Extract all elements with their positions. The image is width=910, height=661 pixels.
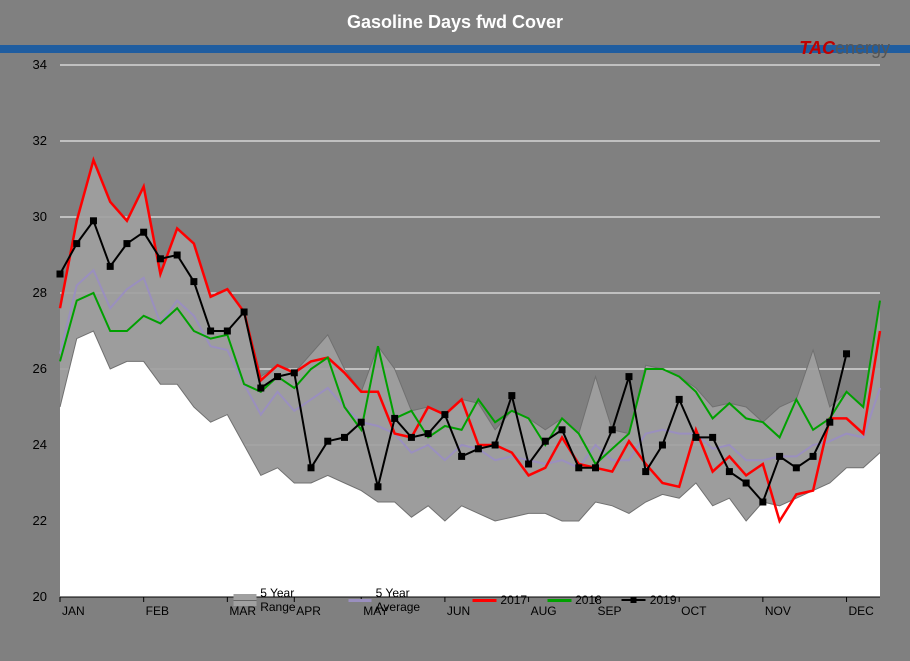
legend-label: 5 Year Average [376,586,453,614]
logo-energy: energy [835,38,890,58]
svg-text:DEC: DEC [849,604,875,618]
legend-label: 2018 [575,593,602,607]
chart-container: Gasoline Days fwd Cover TACenergy 20 22 24… [0,0,910,661]
logo: TACenergy [799,38,890,59]
svg-text:32: 32 [33,133,47,148]
legend-item-avg: 5 Year Average [349,586,452,614]
legend-label: 2017 [500,593,527,607]
range-swatch-icon [234,594,257,606]
svg-text:22: 22 [33,513,47,528]
svg-text:20: 20 [33,589,47,604]
legend-item-2018: 2018 [547,593,602,607]
svg-text:NOV: NOV [765,604,791,618]
accent-stripe [0,45,910,53]
chart-title: Gasoline Days fwd Cover [347,12,563,33]
marker-swatch-icon [622,595,646,605]
legend-label: 2019 [650,593,677,607]
svg-text:24: 24 [33,437,47,452]
legend-label: 5 Year Range [260,586,329,614]
chart-svg: 2022242628303234JANFEBMARAPRMAYJUNAUGSEP… [55,65,890,625]
svg-text:JAN: JAN [62,604,85,618]
logo-tac: TAC [799,38,835,58]
legend: 5 Year Range 5 Year Average 2017 2018 20… [228,584,683,616]
legend-item-2019: 2019 [622,593,677,607]
svg-text:30: 30 [33,209,47,224]
plot-area: 2022242628303234JANFEBMARAPRMAYJUNAUGSEP… [55,65,890,625]
line-swatch-icon [547,599,571,602]
legend-item-range: 5 Year Range [234,586,329,614]
svg-text:28: 28 [33,285,47,300]
svg-text:26: 26 [33,361,47,376]
svg-text:OCT: OCT [681,604,707,618]
line-swatch-icon [349,599,372,602]
legend-item-2017: 2017 [472,593,527,607]
line-swatch-icon [472,599,496,602]
title-bar: Gasoline Days fwd Cover [0,0,910,45]
svg-text:FEB: FEB [146,604,169,618]
svg-text:34: 34 [33,57,47,72]
